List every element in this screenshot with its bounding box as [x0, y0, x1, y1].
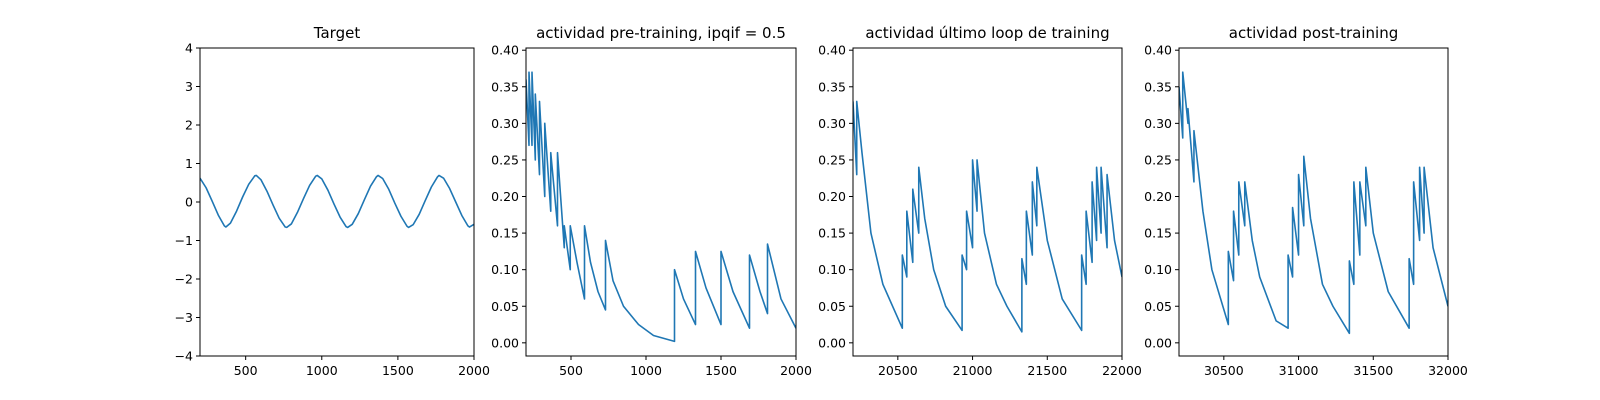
subplot-title: Target [313, 24, 361, 42]
x-tick-label: 1000 [306, 363, 338, 378]
y-tick-label: 0.40 [491, 43, 519, 58]
x-tick-label: 2000 [458, 363, 490, 378]
y-tick-label: 0.35 [818, 79, 846, 94]
subplot-4: actividad post-training 30500 31000 31500 32… [1144, 24, 1468, 378]
y-tick-label: 0.40 [1144, 43, 1172, 58]
x-tick-label: 30500 [1204, 363, 1244, 378]
y-tick-label: 0.00 [491, 335, 519, 350]
x-tick-label: 21000 [953, 363, 993, 378]
x-tick-label: 1500 [705, 363, 737, 378]
y-tick-label: 0.05 [818, 299, 846, 314]
y-tick-label: 0.20 [1144, 189, 1172, 204]
y-tick-label: 0.30 [1144, 116, 1172, 131]
y-tick-label: 0.40 [818, 43, 846, 58]
y-tick-label: 2 [185, 118, 193, 133]
y-tick-label: 0.30 [491, 116, 519, 131]
subplot-title: actividad pre-training, ipqif = 0.5 [536, 24, 786, 42]
y-tick-label: 0.05 [491, 299, 519, 314]
y-tick-label: −3 [175, 310, 193, 325]
subplot-2: actividad pre-training, ipqif = 0.5 500 10… [491, 24, 812, 378]
y-tick-label: −1 [175, 233, 193, 248]
x-tick-label: 2000 [780, 363, 812, 378]
axes-frame [1178, 47, 1449, 357]
series-line [526, 71, 796, 343]
y-tick-label: 1 [185, 156, 193, 171]
y-tick-label: 0.35 [491, 79, 519, 94]
y-tick-label: 0.10 [818, 262, 846, 277]
y-tick-label: 0.15 [1144, 226, 1172, 241]
y-tick-label: 4 [185, 41, 193, 56]
x-tick-label: 20500 [878, 363, 918, 378]
x-tick-label: 1500 [382, 363, 414, 378]
x-tick-label: 500 [234, 363, 258, 378]
y-tick-label: 0.10 [1144, 262, 1172, 277]
x-tick-label: 21500 [1027, 363, 1067, 378]
y-tick-label: 0.00 [818, 335, 846, 350]
y-tick-label: 3 [185, 79, 193, 94]
y-tick-label: 0.35 [1144, 79, 1172, 94]
series-line [853, 100, 1122, 333]
subplot-title: actividad último loop de training [865, 24, 1109, 42]
y-tick-label: 0.10 [491, 262, 519, 277]
y-tick-label: −2 [175, 272, 193, 287]
subplot-1: Target 500 1000 1500 2000 −4 −3 −2 −1 0 1 2 3 4 [175, 24, 490, 378]
x-tick-label: 500 [559, 363, 583, 378]
y-tick-label: 0.20 [818, 189, 846, 204]
series-line [1179, 71, 1448, 335]
subplot-title: actividad post-training [1229, 24, 1398, 42]
x-tick-label: 32000 [1428, 363, 1468, 378]
x-tick-label: 22000 [1102, 363, 1142, 378]
y-tick-label: 0.15 [491, 226, 519, 241]
series-line [200, 174, 474, 229]
x-tick-label: 31000 [1279, 363, 1319, 378]
y-tick-label: 0.25 [818, 152, 846, 167]
axes-frame [525, 47, 797, 357]
y-tick-label: 0.00 [1144, 335, 1172, 350]
x-tick-label: 1000 [630, 363, 662, 378]
y-tick-label: 0.20 [491, 189, 519, 204]
subplot-3: actividad último loop de training 20500 21… [818, 24, 1142, 378]
y-tick-label: 0 [185, 195, 193, 210]
axes-frame [852, 47, 1123, 357]
y-tick-label: −4 [175, 349, 193, 364]
y-tick-label: 0.15 [818, 226, 846, 241]
y-tick-label: 0.25 [491, 152, 519, 167]
y-tick-label: 0.25 [1144, 152, 1172, 167]
y-tick-label: 0.30 [818, 116, 846, 131]
y-tick-label: 0.05 [1144, 299, 1172, 314]
x-tick-label: 31500 [1353, 363, 1393, 378]
